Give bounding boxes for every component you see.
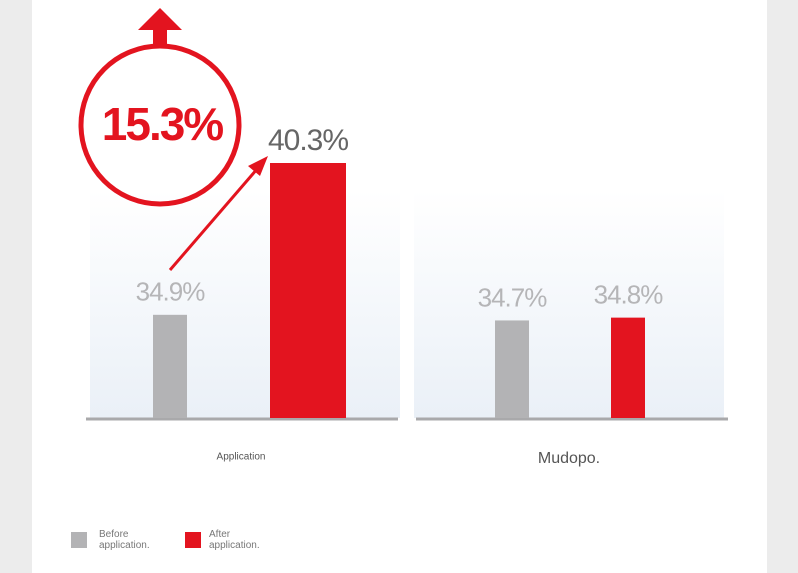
value-label: 34.9% bbox=[136, 277, 206, 307]
bar bbox=[270, 163, 346, 418]
legend-swatch bbox=[185, 532, 201, 548]
value-label: 40.3% bbox=[268, 124, 348, 157]
panel bbox=[90, 190, 400, 418]
value-label: 34.7% bbox=[478, 282, 548, 312]
legend-item: Before application. bbox=[71, 529, 159, 551]
legend-label: Before application. bbox=[99, 529, 150, 551]
bar bbox=[611, 317, 645, 418]
bar bbox=[495, 320, 529, 418]
callout-arrow-head bbox=[138, 8, 182, 30]
callout: 15.3% bbox=[78, 8, 268, 271]
bar bbox=[153, 314, 187, 418]
legend-item: After application. bbox=[185, 529, 269, 551]
callout-arrow-stem bbox=[153, 25, 167, 47]
legend: Before application. After application. bbox=[71, 529, 269, 551]
trend-arrow-head bbox=[248, 156, 268, 176]
value-label: 34.8% bbox=[594, 280, 664, 310]
trend-arrow bbox=[168, 167, 260, 271]
panel bbox=[414, 190, 724, 418]
callout-text: 15.3% bbox=[102, 98, 224, 150]
legend-label: After application. bbox=[209, 529, 260, 551]
category-label: Application bbox=[217, 452, 266, 463]
category-label: Mudopo. bbox=[538, 450, 600, 467]
legend-swatch bbox=[71, 532, 87, 548]
